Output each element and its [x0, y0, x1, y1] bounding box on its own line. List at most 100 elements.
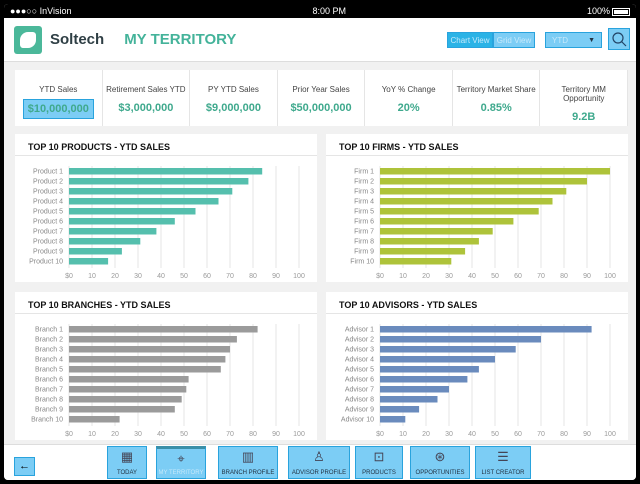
top-advisors-card: TOP 10 ADVISORS - YTD SALES $0 10 20 30 40 50 6… [326, 292, 628, 440]
nav-my-territory[interactable]: ⌖ MY TERRITORY [156, 446, 206, 479]
x-tick-label: 20 [111, 431, 119, 438]
card-title: TOP 10 PRODUCTS - YTD SALES [15, 134, 317, 156]
kpi-label: Retirement Sales YTD [106, 85, 186, 94]
x-tick-label: 50 [180, 273, 188, 280]
nav-products[interactable]: ⊡ PRODUCTS [355, 446, 403, 479]
x-tick-label: 40 [468, 431, 476, 438]
category-label: Product 6 [33, 219, 63, 226]
kpi-value: 20% [397, 102, 420, 114]
bar [380, 326, 592, 333]
category-label: Product 4 [33, 199, 63, 206]
status-bar: ●●●○○ InVision 8:00 PM 100% [4, 4, 636, 18]
x-tick-label: 80 [560, 273, 568, 280]
kpi-value: 9.2B [572, 111, 596, 123]
chart-view-button[interactable]: Chart View [447, 32, 493, 48]
category-label: Branch 7 [35, 387, 63, 394]
bar [380, 258, 452, 265]
kpi-label: Prior Year Sales [292, 85, 350, 94]
category-label: Branch 10 [31, 417, 63, 424]
kpi-label: YTD Sales [39, 85, 78, 94]
bar [69, 346, 230, 353]
bar [380, 218, 514, 225]
kpi-4: YoY % Change 20% [365, 70, 453, 126]
x-tick-label: 100 [604, 273, 616, 280]
briefcase-icon: ⊡ [373, 449, 385, 464]
bar [69, 178, 249, 185]
x-tick-label: 100 [293, 431, 305, 438]
list-add-icon: ☰ [497, 449, 509, 464]
nav-advisor-profile[interactable]: ♙ ADVISOR PROFILE [288, 446, 350, 479]
top-branches-card: TOP 10 BRANCHES - YTD SALES $0 10 20 30 40 50 6… [15, 292, 317, 440]
kpi-6: Territory MM Opportunity 9.2B [540, 70, 629, 126]
category-label: Branch 4 [35, 357, 63, 364]
category-label: Firm 6 [354, 219, 374, 226]
category-label: Branch 8 [35, 397, 63, 404]
nav-branch-profile[interactable]: ▥ BRANCH PROFILE [218, 446, 278, 479]
building-icon: ▥ [241, 449, 255, 464]
brand-name: Soltech [50, 31, 105, 48]
category-label: Firm 9 [354, 249, 374, 256]
battery-icon [611, 7, 630, 16]
bar [380, 168, 610, 175]
app-frame: ●●●○○ InVision 8:00 PM 100% Soltech MY T… [4, 4, 636, 480]
category-label: Branch 2 [35, 337, 63, 344]
category-label: Advisor 9 [345, 407, 374, 414]
card-title: TOP 10 BRANCHES - YTD SALES [15, 292, 317, 314]
bar [69, 366, 221, 373]
period-select[interactable]: YTD ▼ [545, 32, 602, 48]
category-label: Firm 8 [354, 239, 374, 246]
category-label: Product 3 [33, 189, 63, 196]
nav-opportunities[interactable]: ⊛ OPPORTUNITIES [410, 446, 470, 479]
category-label: Branch 5 [35, 367, 63, 374]
bar [69, 188, 233, 195]
category-label: Firm 10 [350, 259, 374, 266]
grid-view-button[interactable]: Grid View [493, 32, 535, 48]
category-label: Product 8 [33, 239, 63, 246]
kpi-0[interactable]: YTD Sales $10,000,000 [15, 70, 103, 126]
battery: 100% [587, 6, 630, 16]
back-button[interactable]: ← [14, 457, 35, 476]
advisors-chart: $0 10 20 30 40 50 60 70 80 90 100 Advisor 1 Advisor … [341, 324, 616, 438]
bar [380, 188, 567, 195]
kpi-5: Territory Market Share 0.85% [453, 70, 541, 126]
nav-list-creator[interactable]: ☰ LIST CREATOR [475, 446, 531, 479]
bottom-nav: ← ▦ TODAY ⌖ MY TERRITORY ▥ BRANCH PROFILE ♙ ADV… [4, 444, 636, 480]
x-tick-label: 10 [399, 273, 407, 280]
nav-label: MY TERRITORY [158, 470, 204, 476]
x-tick-label: $0 [65, 431, 73, 438]
search-icon [612, 32, 627, 47]
category-label: Advisor 8 [345, 397, 374, 404]
bar [69, 416, 120, 423]
category-label: Product 2 [33, 179, 63, 186]
search-button[interactable] [608, 28, 630, 50]
x-tick-label: 60 [514, 273, 522, 280]
calendar-icon: ▦ [120, 449, 134, 464]
carrier: ●●●○○ InVision [10, 6, 72, 16]
category-label: Advisor 7 [345, 387, 374, 394]
x-tick-label: 50 [491, 273, 499, 280]
category-label: Branch 3 [35, 347, 63, 354]
x-tick-label: 10 [88, 273, 96, 280]
logo-icon [14, 25, 42, 54]
x-tick-label: 20 [111, 273, 119, 280]
x-tick-label: $0 [65, 273, 73, 280]
x-tick-label: $0 [376, 273, 384, 280]
category-label: Branch 1 [35, 327, 63, 334]
x-tick-label: 80 [249, 273, 257, 280]
bar [69, 356, 226, 363]
x-tick-label: 70 [226, 273, 234, 280]
kpi-2: PY YTD Sales $9,000,000 [190, 70, 278, 126]
category-label: Firm 2 [354, 179, 374, 186]
nav-label: PRODUCTS [362, 470, 396, 476]
card-title: TOP 10 FIRMS - YTD SALES [326, 134, 628, 156]
bar [380, 228, 493, 235]
products-chart: $0 10 20 30 40 50 60 70 80 90 100 Product 1 Product … [29, 166, 305, 280]
x-tick-label: 70 [226, 431, 234, 438]
card-title: TOP 10 ADVISORS - YTD SALES [326, 292, 628, 314]
x-tick-label: 80 [249, 431, 257, 438]
category-label: Branch 9 [35, 407, 63, 414]
category-label: Product 5 [33, 209, 63, 216]
header: Soltech MY TERRITORY Chart View Grid Vie… [4, 18, 636, 62]
nav-today[interactable]: ▦ TODAY [107, 446, 147, 479]
bar [380, 396, 438, 403]
